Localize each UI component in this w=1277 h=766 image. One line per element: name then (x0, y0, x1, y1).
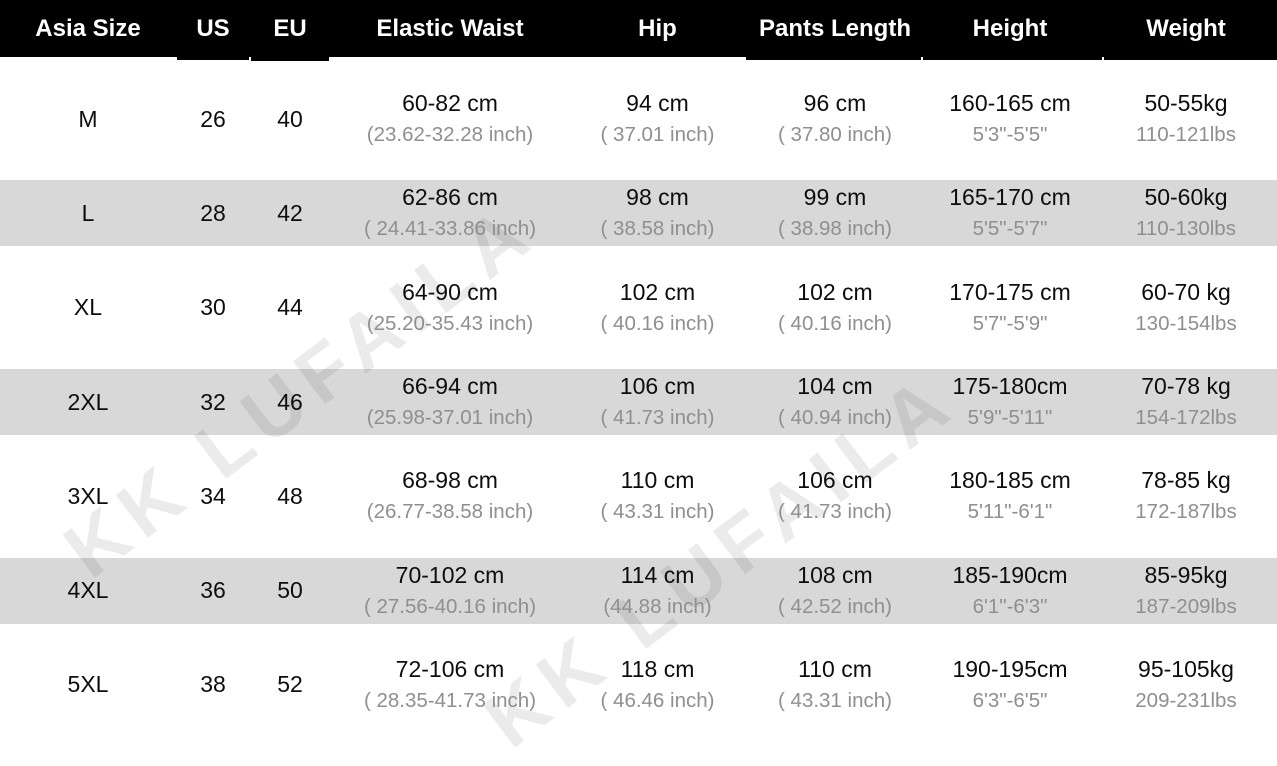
cell-eu: 42 (277, 199, 303, 226)
cell-height: 160-165 cm 5'3"-5'5" (949, 90, 1071, 147)
column-header-eu: EU (273, 14, 307, 42)
cell-pants-length: 96 cm( 37.80 inch) (778, 90, 892, 147)
column-header-pants-length: Pants Length (758, 14, 911, 42)
column-header-us: US (196, 14, 230, 42)
cell-asia-size: 2XL (67, 388, 109, 415)
cell-weight: 78-85 kg 172-187lbs (1135, 467, 1237, 524)
row-stripe (0, 180, 1277, 247)
cell-hip: 118 cm( 46.46 inch) (600, 655, 715, 712)
table-row: 5XL 38 52 72-106 cm( 28.35-41.73 inch) 1… (0, 638, 1277, 732)
cell-eu: 52 (277, 671, 303, 698)
row-stripe (0, 557, 1277, 624)
cell-pants-length: 106 cm( 41.73 inch) (778, 467, 892, 524)
cell-elastic-waist: 70-102 cm( 27.56-40.16 inch) (363, 561, 537, 618)
table-body: M 26 40 60-82 cm (23.62-32.28 inch) 94 cm… (0, 72, 1277, 732)
cell-us: 34 (200, 482, 226, 509)
cell-asia-size: 3XL (67, 482, 109, 509)
table-row: M 26 40 60-82 cm (23.62-32.28 inch) 94 cm… (0, 72, 1277, 166)
cell-eu: 44 (277, 294, 303, 321)
table-row: XL 30 44 64-90 cm (25.20-35.43 inch) 102 … (0, 261, 1277, 355)
cell-hip: 110 cm( 43.31 inch) (600, 467, 715, 524)
cell-elastic-waist: 72-106 cm( 28.35-41.73 inch) (363, 655, 537, 712)
header-border-segment (923, 57, 1102, 60)
cell-us: 28 (200, 199, 226, 226)
cell-weight: 85-95kg 187-209lbs (1135, 561, 1237, 618)
cell-weight: 70-78 kg 154-172lbs (1135, 373, 1237, 430)
cell-height: 170-175 cm 5'7"-5'9" (949, 278, 1071, 335)
cell-us: 30 (200, 294, 226, 321)
cell-asia-size: 4XL (67, 577, 109, 604)
cell-weight: 50-55kg 110-121lbs (1136, 90, 1236, 147)
cell-pants-length: 102 cm( 40.16 inch) (778, 278, 892, 335)
cell-eu: 46 (277, 388, 303, 415)
column-header-weight: Weight (1146, 14, 1226, 42)
header-border-segment (177, 57, 249, 60)
cell-eu: 48 (277, 482, 303, 509)
cell-asia-size: M (78, 105, 98, 132)
table-row: 2XL 32 46 66-94 cm (25.98-37.01 inch) 106… (0, 355, 1277, 449)
cell-weight: 95-105kg 209-231lbs (1135, 655, 1237, 712)
cell-height: 180-185 cm 5'11"-6'1" (949, 467, 1071, 524)
cell-pants-length: 104 cm( 40.94 inch) (778, 373, 892, 430)
table-row: 3XL 34 48 68-98 cm (26.77-38.58 inch) 110… (0, 449, 1277, 543)
cell-pants-length: 110 cm( 43.31 inch) (778, 655, 892, 712)
cell-height: 185-190cm 6'1"-6'3" (952, 561, 1068, 618)
cell-elastic-waist: 64-90 cm (25.20-35.43 inch) (366, 278, 534, 335)
column-header-elastic-waist: Elastic Waist (376, 14, 524, 42)
cell-asia-size: XL (73, 294, 103, 321)
cell-pants-length: 108 cm( 42.52 inch) (778, 561, 892, 618)
table-row: L 28 42 62-86 cm( 24.41-33.86 inch) 98 c… (0, 166, 1277, 260)
cell-asia-size: 5XL (67, 671, 109, 698)
cell-pants-length: 99 cm( 38.98 inch) (778, 184, 892, 241)
cell-elastic-waist: 66-94 cm (25.98-37.01 inch) (366, 373, 534, 430)
cell-elastic-waist: 62-86 cm( 24.41-33.86 inch) (363, 184, 537, 241)
header-border-segment (1104, 57, 1277, 60)
cell-hip: 114 cm (44.88 inch) (603, 561, 712, 618)
cell-us: 38 (200, 671, 226, 698)
header-border-segment (251, 57, 329, 61)
cell-hip: 94 cm( 37.01 inch) (600, 90, 715, 147)
column-header-height: Height (972, 14, 1048, 42)
cell-hip: 98 cm( 38.58 inch) (600, 184, 715, 241)
cell-height: 175-180cm 5'9"-5'11" (952, 373, 1068, 430)
cell-us: 36 (200, 577, 226, 604)
column-header-asia-size: Asia Size (35, 14, 141, 42)
cell-asia-size: L (81, 199, 95, 226)
cell-weight: 60-70 kg 130-154lbs (1135, 278, 1237, 335)
cell-height: 165-170 cm 5'5"-5'7" (949, 184, 1071, 241)
cell-elastic-waist: 68-98 cm (26.77-38.58 inch) (366, 467, 534, 524)
table-header-row: Asia Size US EU Elastic Waist Hip Pants … (0, 0, 1277, 57)
cell-elastic-waist: 60-82 cm (23.62-32.28 inch) (366, 90, 534, 147)
cell-weight: 50-60kg 110-130lbs (1136, 184, 1236, 241)
cell-hip: 106 cm( 41.73 inch) (600, 373, 715, 430)
cell-height: 190-195cm 6'3"-6'5" (952, 655, 1068, 712)
cell-us: 32 (200, 388, 226, 415)
cell-hip: 102 cm( 40.16 inch) (600, 278, 715, 335)
column-header-hip: Hip (638, 14, 677, 42)
cell-us: 26 (200, 105, 226, 132)
cell-eu: 40 (277, 105, 303, 132)
table-row: 4XL 36 50 70-102 cm( 27.56-40.16 inch) 1… (0, 543, 1277, 637)
row-stripe (0, 369, 1277, 436)
header-border-segment (746, 57, 921, 60)
cell-eu: 50 (277, 577, 303, 604)
